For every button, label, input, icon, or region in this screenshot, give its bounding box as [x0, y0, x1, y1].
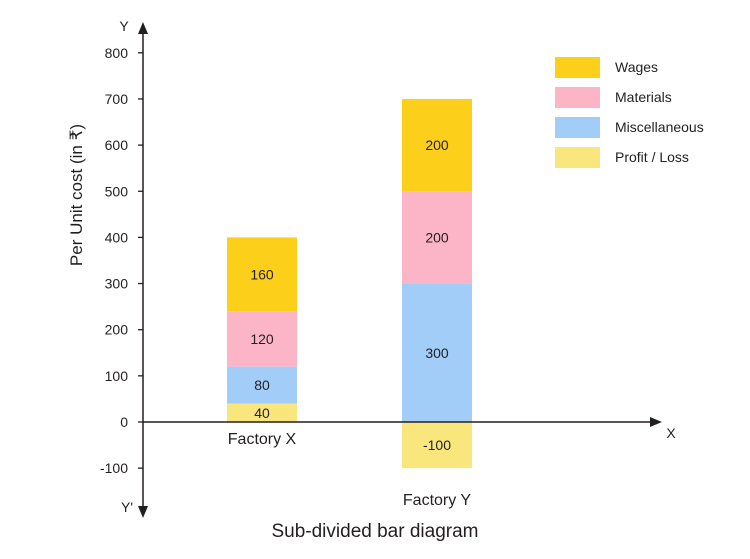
legend-label: Miscellaneous: [615, 119, 704, 135]
legend-swatch: [555, 117, 600, 138]
y-axis-label: Per Unit cost (in ₹): [67, 124, 86, 266]
y-axis-arrow-down: [138, 506, 148, 518]
bar-segment-materials: [227, 311, 297, 367]
y-axis-letter: Y: [119, 18, 129, 34]
legend-label: Profit / Loss: [615, 149, 689, 165]
legend-label: Materials: [615, 89, 672, 105]
x-axis-letter: X: [666, 425, 676, 441]
y-tick-label: 800: [105, 45, 129, 61]
bar-value-label: 80: [254, 377, 270, 393]
y-tick-label: 700: [105, 91, 129, 107]
bar-segment-miscellaneous: [227, 366, 297, 404]
x-axis-arrow-right: [650, 417, 662, 427]
category-label: Factory X: [228, 431, 297, 448]
legend-swatch: [555, 57, 600, 78]
bars-group: [227, 98, 472, 469]
bar-segment-wages: [402, 98, 472, 192]
bar-value-label: -100: [423, 437, 451, 453]
legend-swatch: [555, 87, 600, 108]
y-tick-label: 300: [105, 276, 129, 292]
bar-value-label: 300: [425, 345, 449, 361]
y-tick-label: 200: [105, 322, 129, 338]
bar-value-label: 200: [425, 229, 449, 245]
y-negative-axis-letter: Y': [121, 499, 133, 515]
y-axis-arrow-up: [138, 22, 148, 34]
bar-value-label: 160: [250, 266, 274, 282]
category-labels-group: Factory X Factory Y: [228, 431, 472, 509]
y-tick-label: -100: [100, 460, 128, 476]
chart-title: Sub-divided bar diagram: [271, 521, 478, 542]
y-tick-label: 0: [120, 414, 128, 430]
legend-swatch: [555, 147, 600, 168]
y-ticks-group: 800 700 600 500 400 300 200 100 0 -100: [100, 45, 143, 476]
bar-value-label: 40: [254, 405, 270, 421]
bar-segment-profit-loss: [402, 422, 472, 469]
axes-group: [138, 22, 662, 518]
legend: Wages Materials Miscellaneous Profit / Loss: [555, 57, 704, 168]
bar-segment-wages: [227, 237, 297, 312]
y-tick-label: 100: [105, 368, 129, 384]
segment-labels-group: 40 80 120 160 -100 300 200 200: [250, 137, 451, 453]
y-tick-label: 600: [105, 137, 129, 153]
bar-value-label: 120: [250, 331, 274, 347]
bar-value-label: 200: [425, 137, 449, 153]
y-tick-label: 500: [105, 183, 129, 199]
y-tick-label: 400: [105, 229, 129, 245]
bar-segment-profit-loss: [227, 403, 297, 422]
category-label: Factory Y: [403, 492, 472, 509]
bar-segment-materials: [402, 191, 472, 284]
bar-segment-miscellaneous: [402, 283, 472, 422]
legend-label: Wages: [615, 59, 658, 75]
